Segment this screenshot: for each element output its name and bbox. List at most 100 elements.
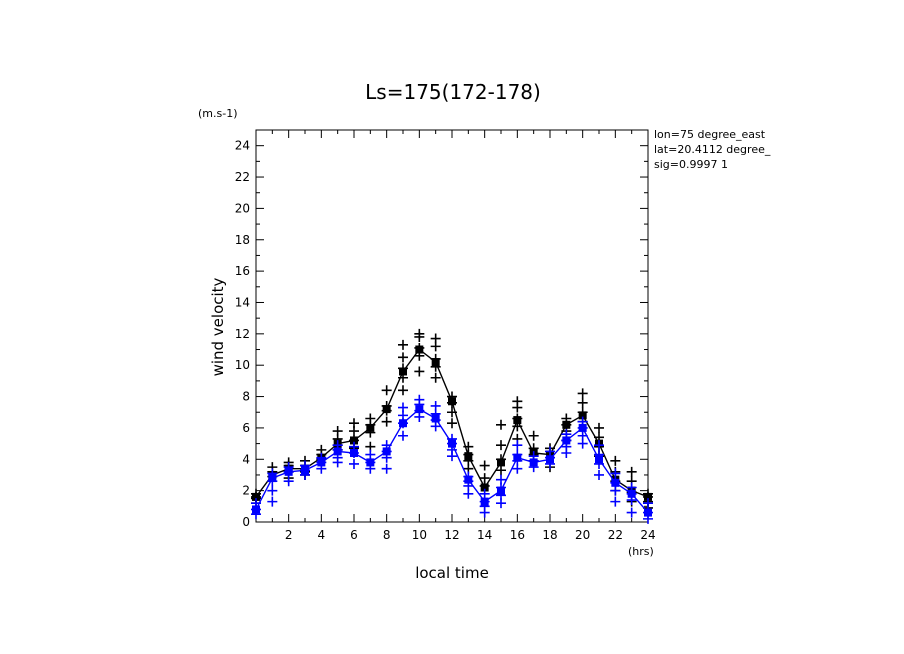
scatter-point xyxy=(267,485,278,496)
series-point xyxy=(644,508,652,517)
y-tick-label: 4 xyxy=(242,452,250,466)
x-tick-label: 20 xyxy=(575,528,590,542)
axes: 2 4 6 8 10 12 14 16 18 20 22 2402468101214161820222… xyxy=(235,129,656,542)
scatter-point xyxy=(381,416,392,427)
series-point xyxy=(415,345,424,354)
x-tick-label: 18 xyxy=(542,528,557,542)
series-point xyxy=(513,416,522,425)
series-point xyxy=(611,478,620,487)
x-tick-label: 12 xyxy=(444,528,459,542)
scatter-point xyxy=(349,426,359,437)
scatter-point xyxy=(398,352,408,363)
series-point xyxy=(513,453,522,462)
scatter-point xyxy=(610,485,621,496)
scatter-point xyxy=(496,419,506,430)
series-point xyxy=(350,436,358,445)
series-point xyxy=(595,455,603,464)
series-point xyxy=(366,423,375,432)
scatter-point xyxy=(512,402,523,413)
scatter-point xyxy=(643,498,653,509)
scatter-point xyxy=(577,438,588,449)
y-tick-label: 22 xyxy=(235,170,250,184)
scatter-point xyxy=(610,455,621,466)
series-point xyxy=(350,449,358,458)
series-point xyxy=(382,447,391,456)
series-point xyxy=(252,505,260,514)
series-point xyxy=(382,405,391,414)
scatter-point xyxy=(512,463,523,474)
plot-frame xyxy=(255,129,649,523)
series-1 xyxy=(251,394,653,524)
scatter-point xyxy=(447,418,457,429)
series-point xyxy=(415,405,424,414)
y-tick-label: 18 xyxy=(235,233,250,247)
x-unit-label: (hrs) xyxy=(628,545,654,558)
series-point xyxy=(399,367,407,376)
series-point xyxy=(627,489,636,498)
scatter-point xyxy=(381,463,392,474)
scatter-point xyxy=(267,496,278,507)
scatter-point xyxy=(594,469,604,480)
scatter-point xyxy=(463,488,474,499)
y-tick-label: 8 xyxy=(242,390,250,404)
scatter-point xyxy=(512,440,523,451)
scatter-point xyxy=(577,397,588,408)
scatter-point xyxy=(381,385,392,396)
series-point xyxy=(252,492,260,501)
x-tick-label: 16 xyxy=(510,528,525,542)
series-point xyxy=(480,483,489,492)
y-tick-label: 14 xyxy=(235,295,250,309)
annotation-lat: lat=20.4112 degree_ xyxy=(654,143,771,156)
y-tick-label: 6 xyxy=(242,421,250,435)
scatter-point xyxy=(594,440,604,451)
scatter-point xyxy=(626,507,637,518)
series-point xyxy=(317,458,326,467)
series-point xyxy=(497,486,505,495)
series-point xyxy=(578,423,587,432)
annotation-lon: lon=75 degree_east xyxy=(654,128,766,141)
series-point xyxy=(546,455,554,464)
x-tick-label: 8 xyxy=(383,528,391,542)
scatter-point xyxy=(414,411,425,422)
y-tick-label: 16 xyxy=(235,264,250,278)
scatter-point xyxy=(447,451,457,462)
scatter-point xyxy=(414,366,425,377)
series-point xyxy=(464,475,473,484)
series-point xyxy=(497,458,505,467)
series-point xyxy=(578,411,587,420)
scatter-point xyxy=(626,466,637,477)
series-point xyxy=(284,467,293,476)
y-tick-label: 24 xyxy=(235,139,250,153)
series-point xyxy=(529,458,538,467)
x-tick-label: 14 xyxy=(477,528,492,542)
series-point xyxy=(644,492,652,501)
x-tick-label: 10 xyxy=(412,528,427,542)
scatter-point xyxy=(332,457,343,468)
scatter-point xyxy=(610,496,621,507)
x-tick-label: 24 xyxy=(640,528,655,542)
x-tick-label: 22 xyxy=(608,528,623,542)
x-tick-label: 2 xyxy=(285,528,293,542)
y-axis-label: wind velocity xyxy=(209,277,227,376)
series-point xyxy=(366,458,375,467)
x-tick-label: 6 xyxy=(350,528,358,542)
series-point xyxy=(301,466,309,475)
scatter-point xyxy=(496,465,506,476)
scatter-point xyxy=(430,341,441,352)
series-point xyxy=(480,497,489,506)
series-layer xyxy=(251,328,653,524)
y-tick-label: 20 xyxy=(235,201,250,215)
scatter-point xyxy=(430,372,441,383)
series-point xyxy=(562,436,571,445)
series-point xyxy=(431,358,440,367)
y-tick-label: 10 xyxy=(235,358,250,372)
chart-title: Ls=175(172-178) xyxy=(365,80,541,104)
scatter-point xyxy=(528,430,539,441)
series-point xyxy=(448,397,456,406)
annotation-sig: sig=0.9997 1 xyxy=(654,158,728,171)
scatter-point xyxy=(398,339,408,350)
series-point xyxy=(268,474,277,483)
scatter-point xyxy=(479,507,490,518)
series-point xyxy=(464,452,473,461)
series-point xyxy=(431,414,440,423)
